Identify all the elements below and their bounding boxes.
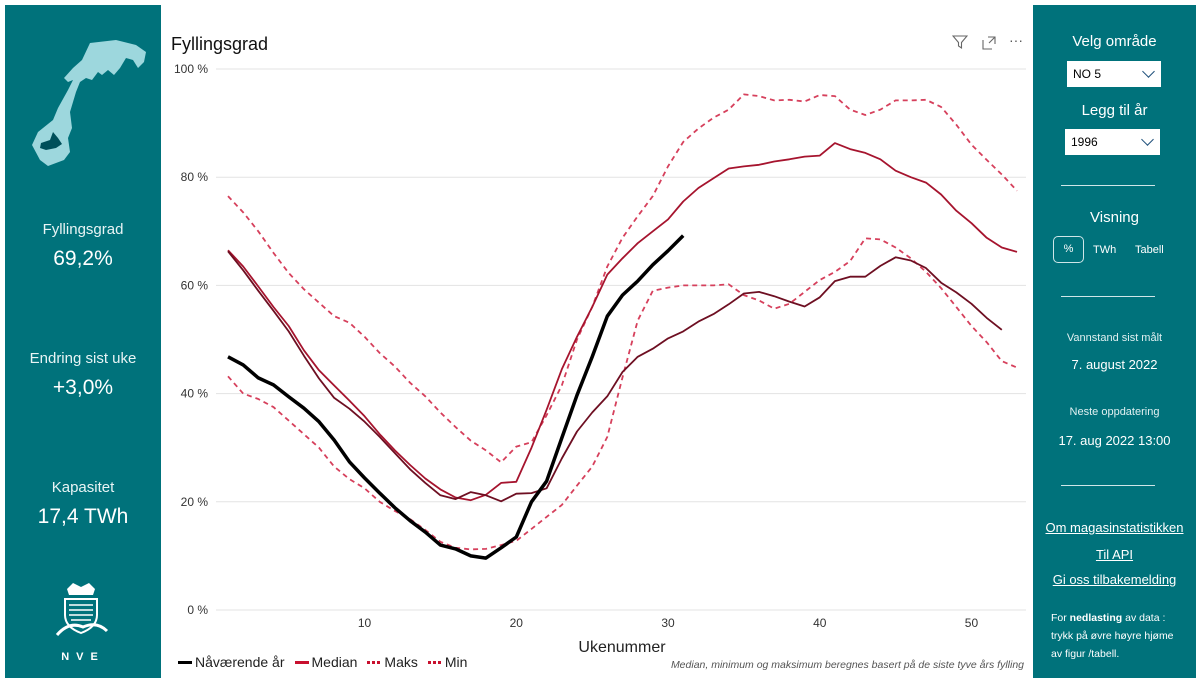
year-select[interactable]: 1996 <box>1065 129 1160 155</box>
legend-item-maks[interactable]: Maks <box>367 654 418 670</box>
stat-value-endring: +3,0% <box>52 376 114 399</box>
download-info: For nedlasting av data : trykk på øvre h… <box>1051 612 1174 660</box>
stat-value-fyllingsgrad: 69,2% <box>53 247 113 270</box>
focus-mode-icon[interactable] <box>981 35 997 51</box>
y-tick-label: 0 % <box>187 603 208 617</box>
y-tick-label: 60 % <box>181 278 209 292</box>
legend-item-min[interactable]: Min <box>427 654 467 670</box>
measured-label: Vannstand sist målt <box>1066 332 1163 344</box>
region-no5-highlight <box>40 132 62 150</box>
series-line-maks <box>227 93 1018 464</box>
x-tick-label: 20 <box>510 616 524 630</box>
x-tick-label: 30 <box>661 616 675 630</box>
series-line-median <box>227 142 1018 502</box>
chevron-down-icon <box>1141 133 1154 146</box>
more-options-icon[interactable]: ··· <box>1009 32 1023 48</box>
x-tick-label: 50 <box>965 616 979 630</box>
area-label: Velg område <box>1072 33 1157 50</box>
series-line-min <box>227 237 1018 551</box>
chart-footnote: Median, minimum og maksimum beregnes bas… <box>670 659 1024 671</box>
series-line-n-v-rende-r <box>227 234 685 560</box>
right-panel: Velg område NO 5 Legg til år 1996 Visnin… <box>1033 5 1196 678</box>
chart-title: Fyllingsgrad <box>171 34 269 54</box>
link-til-api[interactable]: Til API <box>1095 547 1134 562</box>
y-tick-label: 40 % <box>181 387 209 401</box>
y-tick-label: 80 % <box>181 170 209 184</box>
stat-label-fyllingsgrad: Fyllingsgrad <box>42 221 124 238</box>
x-tick-label: 10 <box>358 616 372 630</box>
filter-icon[interactable] <box>952 34 968 50</box>
area-select-value: NO 5 <box>1073 67 1102 81</box>
x-tick-label: 40 <box>813 616 827 630</box>
y-tick-label: 20 % <box>181 495 209 509</box>
view-option-percent[interactable]: % <box>1053 236 1084 263</box>
stat-label-endring: Endring sist uke <box>29 350 137 367</box>
legend-item-current[interactable]: Nåværende år <box>178 654 285 670</box>
series-line-1996 <box>227 250 1003 503</box>
y-tick-label: 100 % <box>174 62 208 76</box>
nve-crest-icon <box>55 583 109 637</box>
year-select-value: 1996 <box>1071 135 1098 149</box>
link-tilbakemelding[interactable]: Gi oss tilbakemelding <box>1052 572 1177 587</box>
stat-value-kapasitet: 17,4 TWh <box>37 505 129 528</box>
chevron-down-icon <box>1142 65 1155 78</box>
divider <box>1061 485 1155 486</box>
link-om-magasinstatistikken[interactable]: Om magasinstatistikken <box>1045 520 1184 535</box>
next-update-label: Neste oppdatering <box>1069 406 1160 418</box>
legend-item-median[interactable]: Median <box>294 654 357 670</box>
next-update-value: 17. aug 2022 13:00 <box>1058 433 1171 448</box>
norway-map-icon[interactable] <box>18 20 148 170</box>
divider <box>1061 296 1155 297</box>
nve-logo-text: NVE <box>61 651 105 663</box>
year-label: Legg til år <box>1081 102 1148 119</box>
view-option-tabell[interactable]: Tabell <box>1135 244 1164 256</box>
x-axis-title: Ukenummer <box>578 639 666 656</box>
legend: Nåværende år Median Maks Min <box>178 654 467 670</box>
view-label: Visning <box>1090 209 1139 226</box>
stat-label-kapasitet: Kapasitet <box>51 479 115 496</box>
left-panel: Fyllingsgrad 69,2% Endring sist uke +3,0… <box>5 5 161 678</box>
divider <box>1061 185 1155 186</box>
area-select[interactable]: NO 5 <box>1067 61 1161 87</box>
measured-value: 7. august 2022 <box>1071 357 1158 372</box>
view-option-twh[interactable]: TWh <box>1093 244 1117 256</box>
